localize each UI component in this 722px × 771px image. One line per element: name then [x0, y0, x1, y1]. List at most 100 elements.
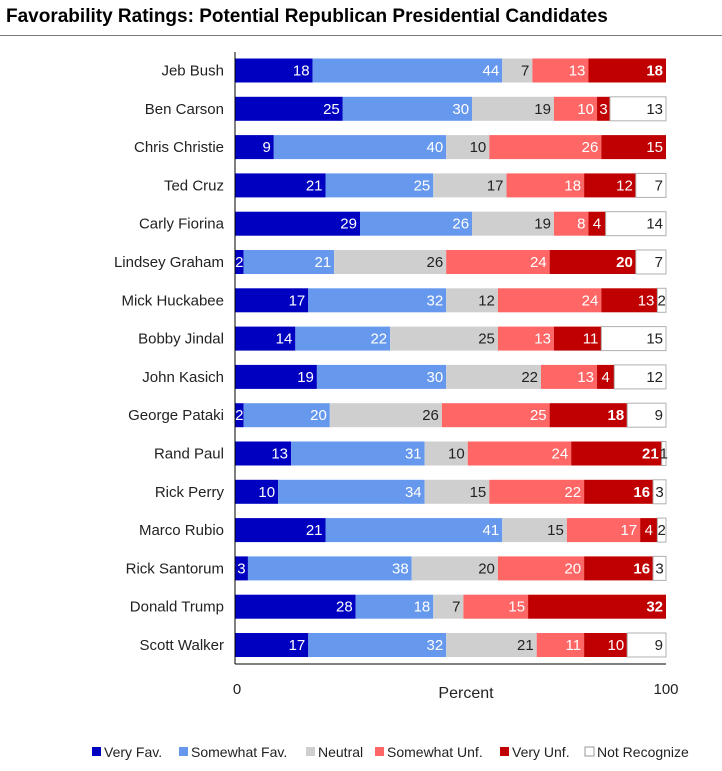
bar-bobby-jindal-somewhat-unf — [497, 326, 554, 351]
value-label-scott-walker-very-fav: 17 — [289, 637, 306, 654]
value-label-scott-walker-not-recognize: 9 — [655, 637, 663, 654]
value-label-scott-walker-neutral: 21 — [517, 637, 534, 654]
value-label-rick-santorum-very-unf: 16 — [633, 560, 650, 577]
bar-carly-fiorina-somewhat-fav — [359, 211, 473, 236]
value-label-carly-fiorina-not-recognize: 14 — [646, 216, 663, 233]
bar-scott-walker-neutral — [446, 633, 537, 657]
value-label-donald-trump-neutral: 7 — [452, 599, 460, 616]
bar-marco-rubio-somewhat-fav — [325, 518, 503, 543]
legend-label-somewhat-unf: Somewhat Unf. — [387, 744, 483, 760]
value-label-marco-rubio-very-unf: 4 — [645, 522, 653, 539]
bar-chris-christie-neutral — [446, 135, 490, 160]
value-label-ted-cruz-not-recognize: 7 — [655, 177, 663, 194]
category-label-ted-cruz: Ted Cruz — [164, 177, 224, 194]
value-label-chris-christie-very-fav: 9 — [262, 139, 270, 156]
value-label-jeb-bush-very-fav: 18 — [293, 63, 310, 80]
value-label-john-kasich-somewhat-fav: 30 — [427, 369, 444, 386]
value-label-mick-huckabee-not-recognize: 2 — [658, 292, 666, 309]
bar-marco-rubio-not-recognize — [656, 517, 667, 543]
value-label-mick-huckabee-somewhat-fav: 32 — [427, 292, 444, 309]
bar-george-pataki-somewhat-unf — [441, 403, 550, 428]
bar-jeb-bush-very-unf — [588, 58, 666, 83]
bar-rand-paul-very-unf — [571, 441, 662, 466]
value-label-george-pataki-not-recognize: 9 — [655, 407, 663, 424]
value-label-john-kasich-neutral: 22 — [521, 369, 538, 386]
category-label-ben-carson: Ben Carson — [145, 101, 224, 118]
bar-rick-santorum-very-unf — [584, 556, 654, 581]
value-label-rick-santorum-not-recognize: 3 — [655, 560, 663, 577]
value-label-rick-perry-very-unf: 16 — [633, 484, 650, 501]
bar-rick-perry-very-fav — [235, 479, 279, 504]
value-label-lindsey-graham-very-fav: 2 — [235, 254, 243, 271]
value-label-john-kasich-not-recognize: 12 — [646, 369, 663, 386]
bar-lindsey-graham-very-unf — [549, 250, 636, 274]
value-label-rick-santorum-neutral: 20 — [478, 560, 495, 577]
bar-rick-perry-neutral — [424, 479, 490, 504]
value-label-donald-trump-somewhat-fav: 18 — [414, 599, 431, 616]
chart-title: Favorability Ratings: Potential Republic… — [6, 6, 608, 27]
value-label-rick-perry-somewhat-unf: 22 — [564, 484, 581, 501]
legend: Very Fav. Somewhat Fav. Neutral Somewhat Un… — [92, 744, 689, 760]
bar-mick-huckabee-neutral — [446, 288, 498, 313]
bar-marco-rubio-very-fav — [235, 518, 326, 543]
bar-donald-trump-very-fav — [235, 594, 356, 619]
bar-donald-trump-somewhat-unf — [463, 594, 529, 619]
value-label-lindsey-graham-somewhat-unf: 24 — [530, 254, 547, 271]
value-label-ben-carson-not-recognize: 13 — [646, 101, 663, 118]
bar-ben-carson-not-recognize — [609, 96, 667, 122]
bar-carly-fiorina-very-fav — [235, 211, 360, 236]
legend-label-not-recognize: Not Recognize — [597, 744, 689, 760]
value-label-rick-santorum-somewhat-unf: 20 — [564, 560, 581, 577]
value-label-scott-walker-very-unf: 10 — [608, 637, 625, 654]
value-label-rand-paul-not-recognize: 1 — [660, 446, 668, 463]
value-label-bobby-jindal-neutral: 25 — [478, 331, 495, 348]
value-label-ben-carson-neutral: 19 — [534, 101, 551, 118]
value-label-scott-walker-somewhat-unf: 11 — [566, 637, 582, 654]
value-label-jeb-bush-neutral: 7 — [521, 63, 529, 80]
value-label-rand-paul-somewhat-unf: 24 — [551, 446, 568, 463]
bar-rick-santorum-neutral — [411, 556, 498, 581]
value-label-george-pataki-somewhat-unf: 25 — [530, 407, 547, 424]
bar-marco-rubio-very-unf — [640, 518, 658, 543]
value-label-scott-walker-somewhat-fav: 32 — [427, 637, 444, 654]
bar-bobby-jindal-somewhat-fav — [295, 326, 391, 351]
value-label-ben-carson-somewhat-unf: 10 — [577, 101, 594, 118]
bar-marco-rubio-somewhat-unf — [566, 518, 641, 543]
bar-bobby-jindal-not-recognize — [600, 326, 667, 352]
bar-john-kasich-very-fav — [235, 364, 317, 389]
legend-swatch-somewhat-unf — [375, 747, 384, 756]
category-label-scott-walker: Scott Walker — [140, 637, 224, 654]
value-label-chris-christie-very-unf: 15 — [646, 139, 663, 156]
bar-carly-fiorina-very-unf — [588, 211, 606, 236]
bar-george-pataki-very-unf — [549, 403, 628, 428]
bar-jeb-bush-somewhat-fav — [312, 58, 503, 83]
legend-swatch-very-fav — [92, 747, 101, 756]
value-label-rick-perry-somewhat-fav: 34 — [405, 484, 422, 501]
bar-george-pataki-neutral — [329, 403, 442, 428]
value-label-rand-paul-neutral: 10 — [448, 446, 465, 463]
bar-donald-trump-very-unf — [528, 594, 666, 619]
bar-ted-cruz-not-recognize — [635, 172, 667, 198]
bar-jeb-bush-neutral — [502, 58, 533, 83]
value-label-lindsey-graham-not-recognize: 7 — [655, 254, 663, 271]
bar-lindsey-graham-neutral — [334, 250, 447, 274]
value-label-john-kasich-very-unf: 4 — [601, 369, 609, 386]
value-label-chris-christie-somewhat-fav: 40 — [427, 139, 444, 156]
bar-rick-santorum-not-recognize — [652, 555, 667, 581]
value-label-chris-christie-somewhat-unf: 26 — [582, 139, 599, 156]
bar-rick-santorum-very-fav — [235, 556, 248, 581]
value-label-ben-carson-very-unf: 3 — [599, 101, 607, 118]
bar-ted-cruz-very-unf — [584, 173, 636, 198]
bar-mick-huckabee-not-recognize — [656, 287, 667, 313]
bar-john-kasich-very-unf — [597, 364, 615, 389]
bar-donald-trump-neutral — [433, 594, 464, 619]
bar-bobby-jindal-very-fav — [235, 326, 296, 351]
category-labels: Jeb Bush Ben Carson Chris Christie Ted Cruz… — [114, 63, 225, 655]
value-label-george-pataki-very-unf: 18 — [608, 407, 625, 424]
value-label-rick-santorum-somewhat-fav: 38 — [392, 560, 409, 577]
value-label-mick-huckabee-somewhat-unf: 24 — [582, 292, 599, 309]
value-label-lindsey-graham-neutral: 26 — [427, 254, 444, 271]
bar-george-pataki-very-fav — [235, 403, 244, 428]
bar-rand-paul-neutral — [424, 441, 468, 466]
bar-ben-carson-somewhat-fav — [342, 96, 473, 121]
